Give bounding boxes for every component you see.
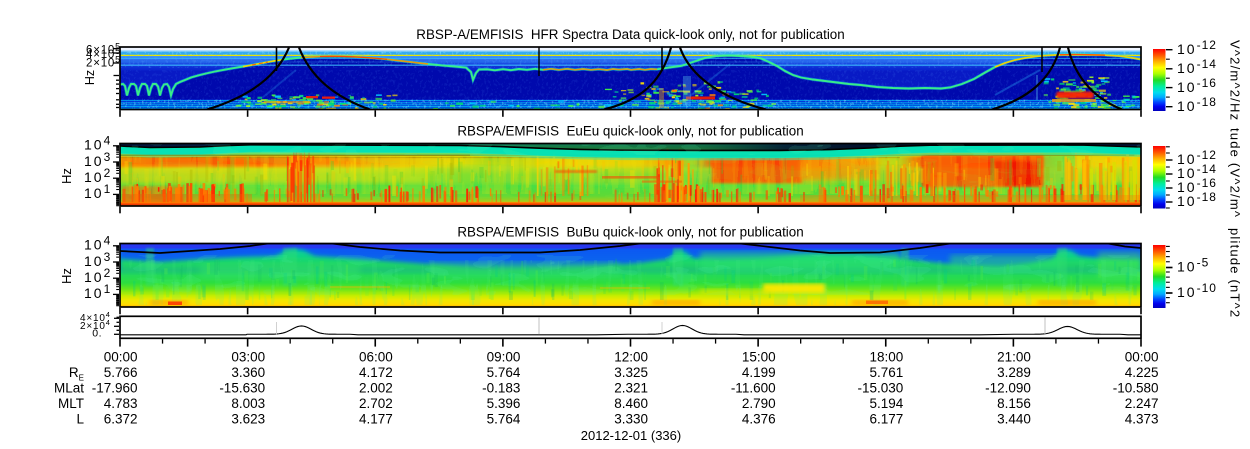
svg-text:8.003: 8.003 (231, 396, 265, 411)
svg-text:8.156: 8.156 (997, 396, 1031, 411)
svg-text:RBSPA/EMFISIS EuEu quick-look: RBSPA/EMFISIS EuEu quick-look only, not … (457, 124, 803, 139)
svg-text:4×105: 4×105 (86, 46, 121, 61)
svg-text:2.321: 2.321 (614, 381, 648, 396)
svg-text:Hz: Hz (83, 70, 97, 85)
svg-text:L: L (76, 412, 84, 427)
svg-text:-0.183: -0.183 (482, 381, 520, 396)
svg-text:5.396: 5.396 (487, 396, 521, 411)
svg-text:4.172: 4.172 (359, 365, 393, 380)
svg-text:3.289: 3.289 (997, 365, 1031, 380)
svg-text:4.177: 4.177 (359, 412, 393, 427)
svg-text:06:00: 06:00 (359, 350, 393, 365)
svg-text:5.766: 5.766 (104, 365, 138, 380)
svg-text:8.460: 8.460 (614, 396, 648, 411)
svg-text:3.623: 3.623 (231, 412, 265, 427)
svg-text:2×105: 2×105 (86, 55, 121, 70)
svg-text:2×104: 2×104 (80, 318, 111, 332)
svg-text:4.199: 4.199 (742, 365, 776, 380)
svg-text:3.360: 3.360 (231, 365, 265, 380)
svg-text:4.783: 4.783 (104, 396, 138, 411)
svg-text:-12.090: -12.090 (985, 381, 1031, 396)
svg-text:plitude (nT^2: plitude (nT^2 (1228, 228, 1243, 318)
svg-text:21:00: 21:00 (997, 350, 1031, 365)
svg-text:2.002: 2.002 (359, 381, 393, 396)
svg-text:RBSP-A/EMFISIS HFR Spectra Da: RBSP-A/EMFISIS HFR Spectra Data quick-lo… (416, 27, 844, 42)
svg-text:2.702: 2.702 (359, 396, 393, 411)
svg-text:Hz: Hz (59, 268, 74, 284)
svg-text:15:00: 15:00 (742, 350, 776, 365)
svg-text:MLT: MLT (58, 396, 84, 411)
svg-text:18:00: 18:00 (869, 350, 903, 365)
svg-text:tude (V^2/m^: tude (V^2/m^ (1228, 128, 1243, 218)
svg-text:V^2/m^2/Hz: V^2/m^2/Hz (1228, 40, 1243, 121)
svg-text:-15.030: -15.030 (857, 381, 903, 396)
svg-text:00:00: 00:00 (1125, 350, 1159, 365)
svg-text:3.440: 3.440 (997, 412, 1031, 427)
svg-text:2.790: 2.790 (742, 396, 776, 411)
svg-text:10-16: 10-16 (1177, 176, 1217, 195)
svg-text:5.764: 5.764 (487, 365, 521, 380)
svg-text:2012-12-01 (336): 2012-12-01 (336) (581, 428, 681, 443)
svg-text:3.325: 3.325 (614, 365, 648, 380)
svg-text:-10.580: -10.580 (1113, 381, 1159, 396)
svg-text:6×105: 6×105 (86, 41, 121, 56)
svg-text:5.761: 5.761 (869, 365, 903, 380)
svg-text:09:00: 09:00 (487, 350, 521, 365)
svg-text:Hz: Hz (59, 168, 74, 184)
svg-text:5.194: 5.194 (869, 396, 903, 411)
svg-text:5.764: 5.764 (487, 412, 521, 427)
svg-text:6.372: 6.372 (104, 412, 138, 427)
svg-text:0.: 0. (92, 328, 102, 340)
svg-text:-15.630: -15.630 (219, 381, 265, 396)
svg-text:12:00: 12:00 (614, 350, 648, 365)
svg-text:MLat: MLat (54, 381, 84, 396)
svg-text:-11.600: -11.600 (731, 381, 776, 396)
svg-text:4×104: 4×104 (80, 310, 111, 324)
svg-text:00:00: 00:00 (104, 350, 138, 365)
svg-text:-17.960: -17.960 (92, 381, 138, 396)
svg-text:03:00: 03:00 (231, 350, 265, 365)
svg-text:RBSPA/EMFISIS BuBu quick-look: RBSPA/EMFISIS BuBu quick-look only, not … (457, 224, 803, 239)
svg-text:4.373: 4.373 (1125, 412, 1159, 427)
svg-text:4.376: 4.376 (742, 412, 776, 427)
svg-text:3.330: 3.330 (614, 412, 648, 427)
svg-text:6.177: 6.177 (869, 412, 903, 427)
svg-text:2.247: 2.247 (1125, 396, 1159, 411)
svg-text:4.225: 4.225 (1125, 365, 1159, 380)
